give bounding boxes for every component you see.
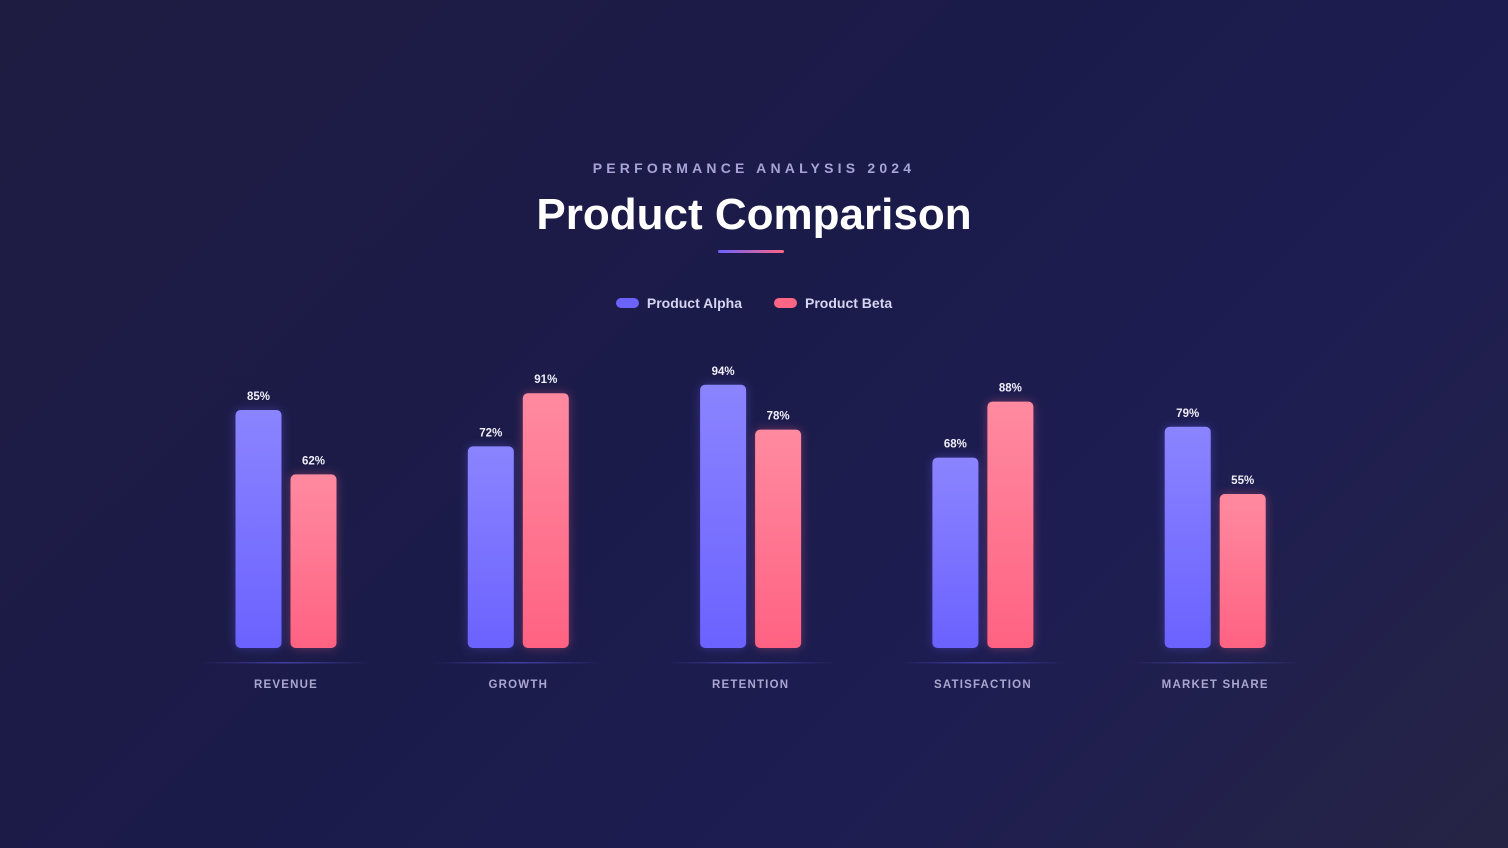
legend: Product Alpha Product Beta — [0, 295, 1508, 311]
data-label: 68% — [944, 439, 967, 451]
bar-group-satisfaction: 68% 88% SATISFACTION — [897, 383, 1068, 691]
data-label: 62% — [302, 455, 325, 467]
group-baseline — [433, 662, 604, 664]
category-label: MARKET SHARE — [1162, 679, 1269, 691]
data-label: 94% — [712, 366, 735, 378]
bar-group-retention: 94% 78% RETENTION — [665, 366, 836, 691]
bar-beta[interactable] — [522, 393, 569, 648]
data-label: 79% — [1176, 408, 1199, 420]
legend-label-beta: Product Beta — [805, 295, 893, 311]
legend-item-alpha: Product Alpha — [615, 295, 743, 311]
legend-swatch-alpha — [615, 298, 639, 308]
group-baseline — [897, 662, 1068, 664]
bar-group-revenue: 85% 62% REVENUE — [201, 391, 371, 691]
bar-alpha[interactable] — [467, 446, 514, 648]
bar-beta[interactable] — [290, 474, 337, 648]
legend-swatch-beta — [774, 298, 798, 308]
category-label: REVENUE — [254, 679, 318, 691]
data-label: 91% — [534, 374, 557, 386]
category-label: SATISFACTION — [934, 679, 1032, 691]
data-label: 55% — [1231, 475, 1254, 487]
bar-alpha[interactable] — [700, 384, 747, 648]
bar-alpha[interactable] — [1164, 426, 1211, 648]
group-baseline — [201, 662, 371, 664]
bar-beta[interactable] — [755, 429, 802, 648]
data-label: 88% — [999, 383, 1022, 395]
category-label: GROWTH — [489, 679, 549, 691]
bar-alpha[interactable] — [235, 410, 282, 648]
bar-alpha[interactable] — [932, 457, 979, 648]
legend-label-alpha: Product Alpha — [646, 295, 743, 311]
chart-title: Product Comparison — [536, 190, 972, 239]
data-label: 72% — [479, 427, 502, 439]
chart-subtitle: PERFORMANCE ANALYSIS 2024 — [592, 160, 916, 176]
title-underline — [718, 250, 784, 253]
bar-group-growth: 72% 91% GROWTH — [433, 374, 604, 691]
bar-beta[interactable] — [987, 401, 1034, 648]
data-label: 85% — [247, 391, 270, 403]
legend-item-beta: Product Beta — [774, 295, 892, 311]
bar-beta[interactable] — [1219, 494, 1266, 648]
category-label: RETENTION — [712, 679, 789, 691]
data-label: 78% — [767, 411, 790, 423]
group-baseline — [665, 662, 836, 664]
group-baseline — [1130, 662, 1301, 664]
bar-group-market-share: 79% 55% MARKET SHARE — [1130, 408, 1301, 691]
